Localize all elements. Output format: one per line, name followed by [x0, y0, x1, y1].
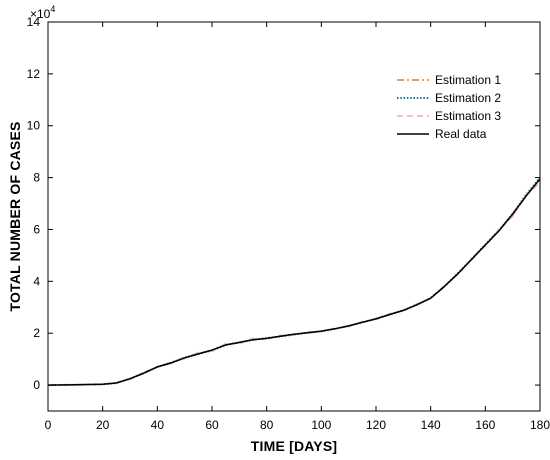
- y-tick-label: 0: [33, 378, 40, 392]
- x-tick-label: 0: [45, 418, 52, 432]
- series-line-real-data: [47, 178, 541, 386]
- y-multiplier-exponent: 4: [50, 4, 55, 14]
- y-tick-label: 14: [27, 15, 41, 29]
- legend-label: Real data: [435, 127, 487, 141]
- x-axis-title: TIME [DAYS]: [251, 438, 337, 454]
- legend: Estimation 1 Estimation 2 Estimation 3 Real…: [397, 73, 501, 141]
- y-tick-label: 6: [33, 222, 40, 236]
- y-tick-label: 12: [27, 67, 41, 81]
- x-tick-label: 100: [311, 418, 331, 432]
- y-tick-label: 8: [33, 171, 40, 185]
- x-tick-label: 80: [260, 418, 274, 432]
- legend-label: Estimation 1: [435, 73, 501, 87]
- legend-label: Estimation 2: [435, 91, 501, 105]
- y-axis-multiplier: ×104: [30, 4, 55, 21]
- x-tick-label: 120: [366, 418, 386, 432]
- x-tick-label: 180: [530, 418, 550, 432]
- y-tick-label: 2: [33, 326, 40, 340]
- x-tick-label: 40: [151, 418, 165, 432]
- x-axis: 0 20 40 60 80 100 120 140 160 180: [45, 22, 550, 432]
- x-tick-label: 60: [205, 418, 219, 432]
- x-tick-label: 140: [421, 418, 441, 432]
- y-axis-title: TOTAL NUMBER OF CASES: [7, 121, 23, 311]
- series-layer: [47, 176, 541, 387]
- legend-label: Estimation 3: [435, 109, 501, 123]
- y-tick-label: 4: [33, 274, 40, 288]
- x-tick-label: 20: [96, 418, 110, 432]
- axes-frame: [47, 21, 541, 412]
- y-multiplier-base: ×10: [30, 7, 51, 21]
- y-axis: 0 2 4 6 8 10 12 14: [27, 15, 540, 392]
- y-tick-label: 10: [27, 119, 41, 133]
- x-tick-label: 160: [475, 418, 495, 432]
